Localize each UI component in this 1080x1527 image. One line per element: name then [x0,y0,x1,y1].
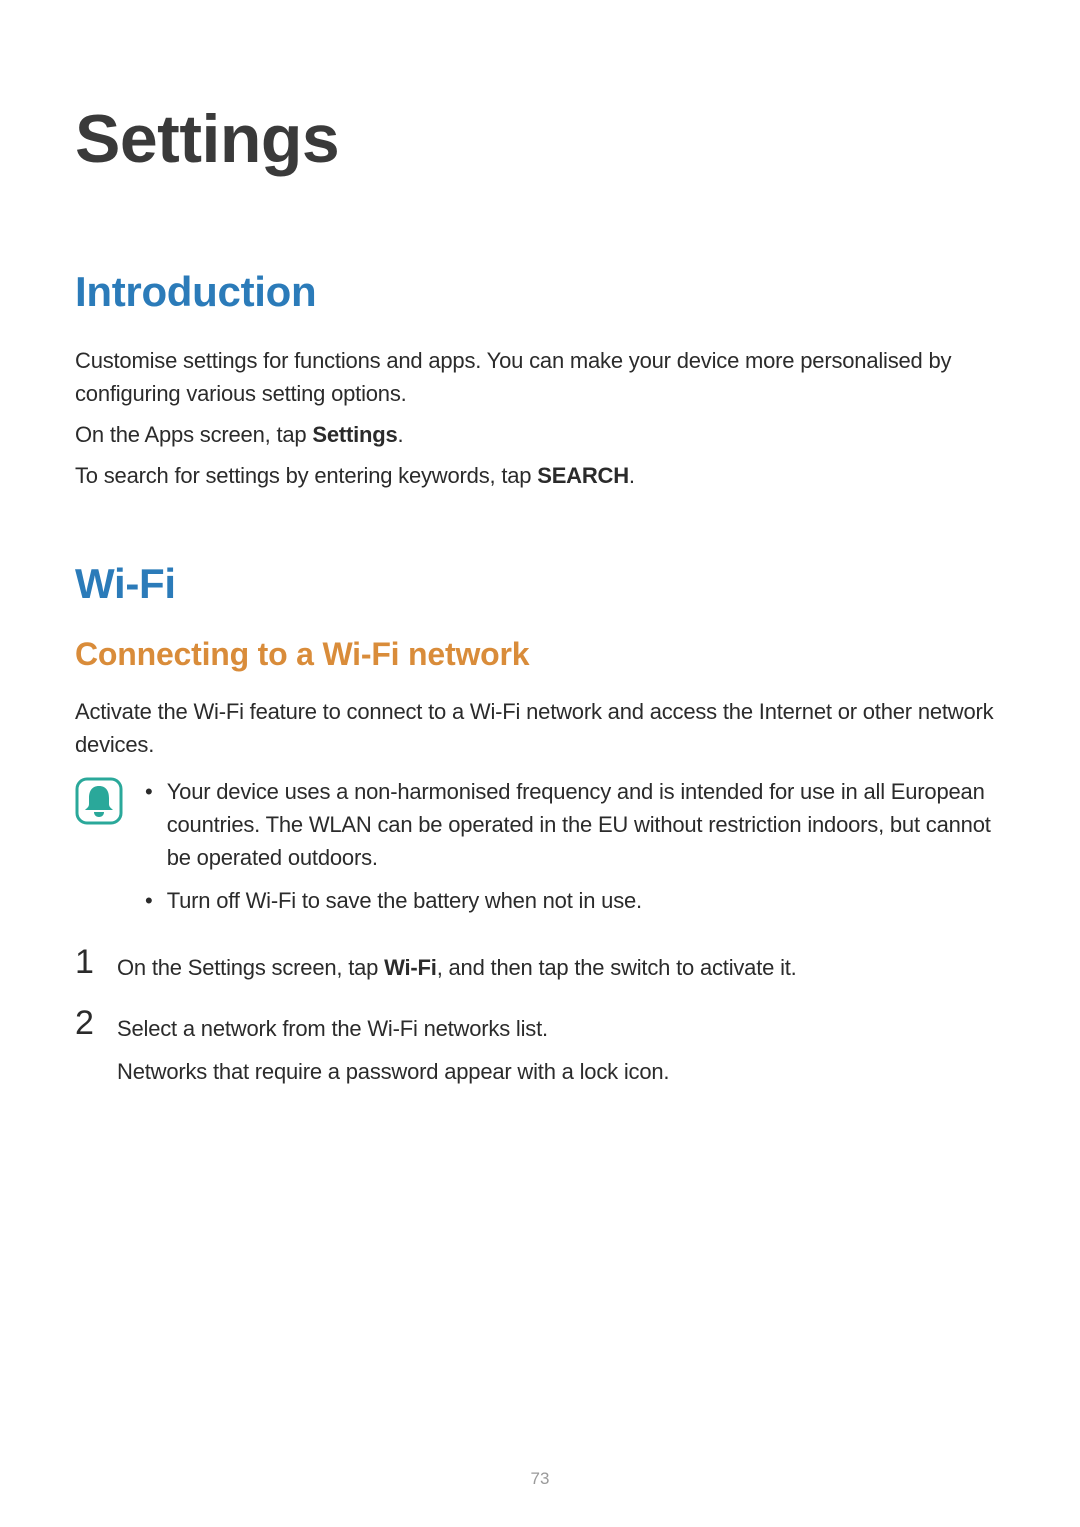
step-text: Select a network from the Wi-Fi networks… [117,1006,1005,1088]
note-bullet-item: • Your device uses a non-harmonised freq… [145,775,1005,874]
note-bell-icon [75,777,123,825]
section-heading-wifi: Wi-Fi [75,560,1005,608]
note-bullet-item: • Turn off Wi-Fi to save the battery whe… [145,884,1005,917]
bullet-text: Turn off Wi-Fi to save the battery when … [167,884,642,917]
bullet-marker: • [145,775,153,874]
bold-search: SEARCH [537,463,629,488]
step-number: 1 [75,945,101,984]
step-subtext: Networks that require a password appear … [117,1055,1005,1088]
bold-wifi: Wi-Fi [384,955,437,980]
step-text: On the Settings screen, tap Wi-Fi, and t… [117,945,1005,984]
step-number: 2 [75,1006,101,1088]
text-segment: Select a network from the Wi-Fi networks… [117,1016,548,1041]
document-page: Settings Introduction Customise settings… [0,0,1080,1527]
text-segment: . [398,422,404,447]
text-segment: On the Settings screen, tap [117,955,384,980]
step-item-2: 2 Select a network from the Wi-Fi networ… [75,1006,1005,1088]
intro-paragraph-3: To search for settings by entering keywo… [75,459,1005,492]
intro-paragraph-2: On the Apps screen, tap Settings. [75,418,1005,451]
intro-paragraph-1: Customise settings for functions and app… [75,344,1005,410]
text-segment: To search for settings by entering keywo… [75,463,537,488]
note-block: • Your device uses a non-harmonised freq… [75,775,1005,927]
text-segment: , and then tap the switch to activate it… [437,955,797,980]
text-segment: . [629,463,635,488]
page-title: Settings [75,100,1005,178]
section-heading-introduction: Introduction [75,268,1005,316]
text-segment: On the Apps screen, tap [75,422,312,447]
subsection-heading-connecting: Connecting to a Wi-Fi network [75,636,1005,673]
bold-settings: Settings [312,422,397,447]
page-number: 73 [0,1469,1080,1489]
bullet-text: Your device uses a non-harmonised freque… [167,775,1005,874]
wifi-intro-paragraph: Activate the Wi-Fi feature to connect to… [75,695,1005,761]
bullet-marker: • [145,884,153,917]
step-item-1: 1 On the Settings screen, tap Wi-Fi, and… [75,945,1005,984]
note-bullet-list: • Your device uses a non-harmonised freq… [141,775,1005,927]
